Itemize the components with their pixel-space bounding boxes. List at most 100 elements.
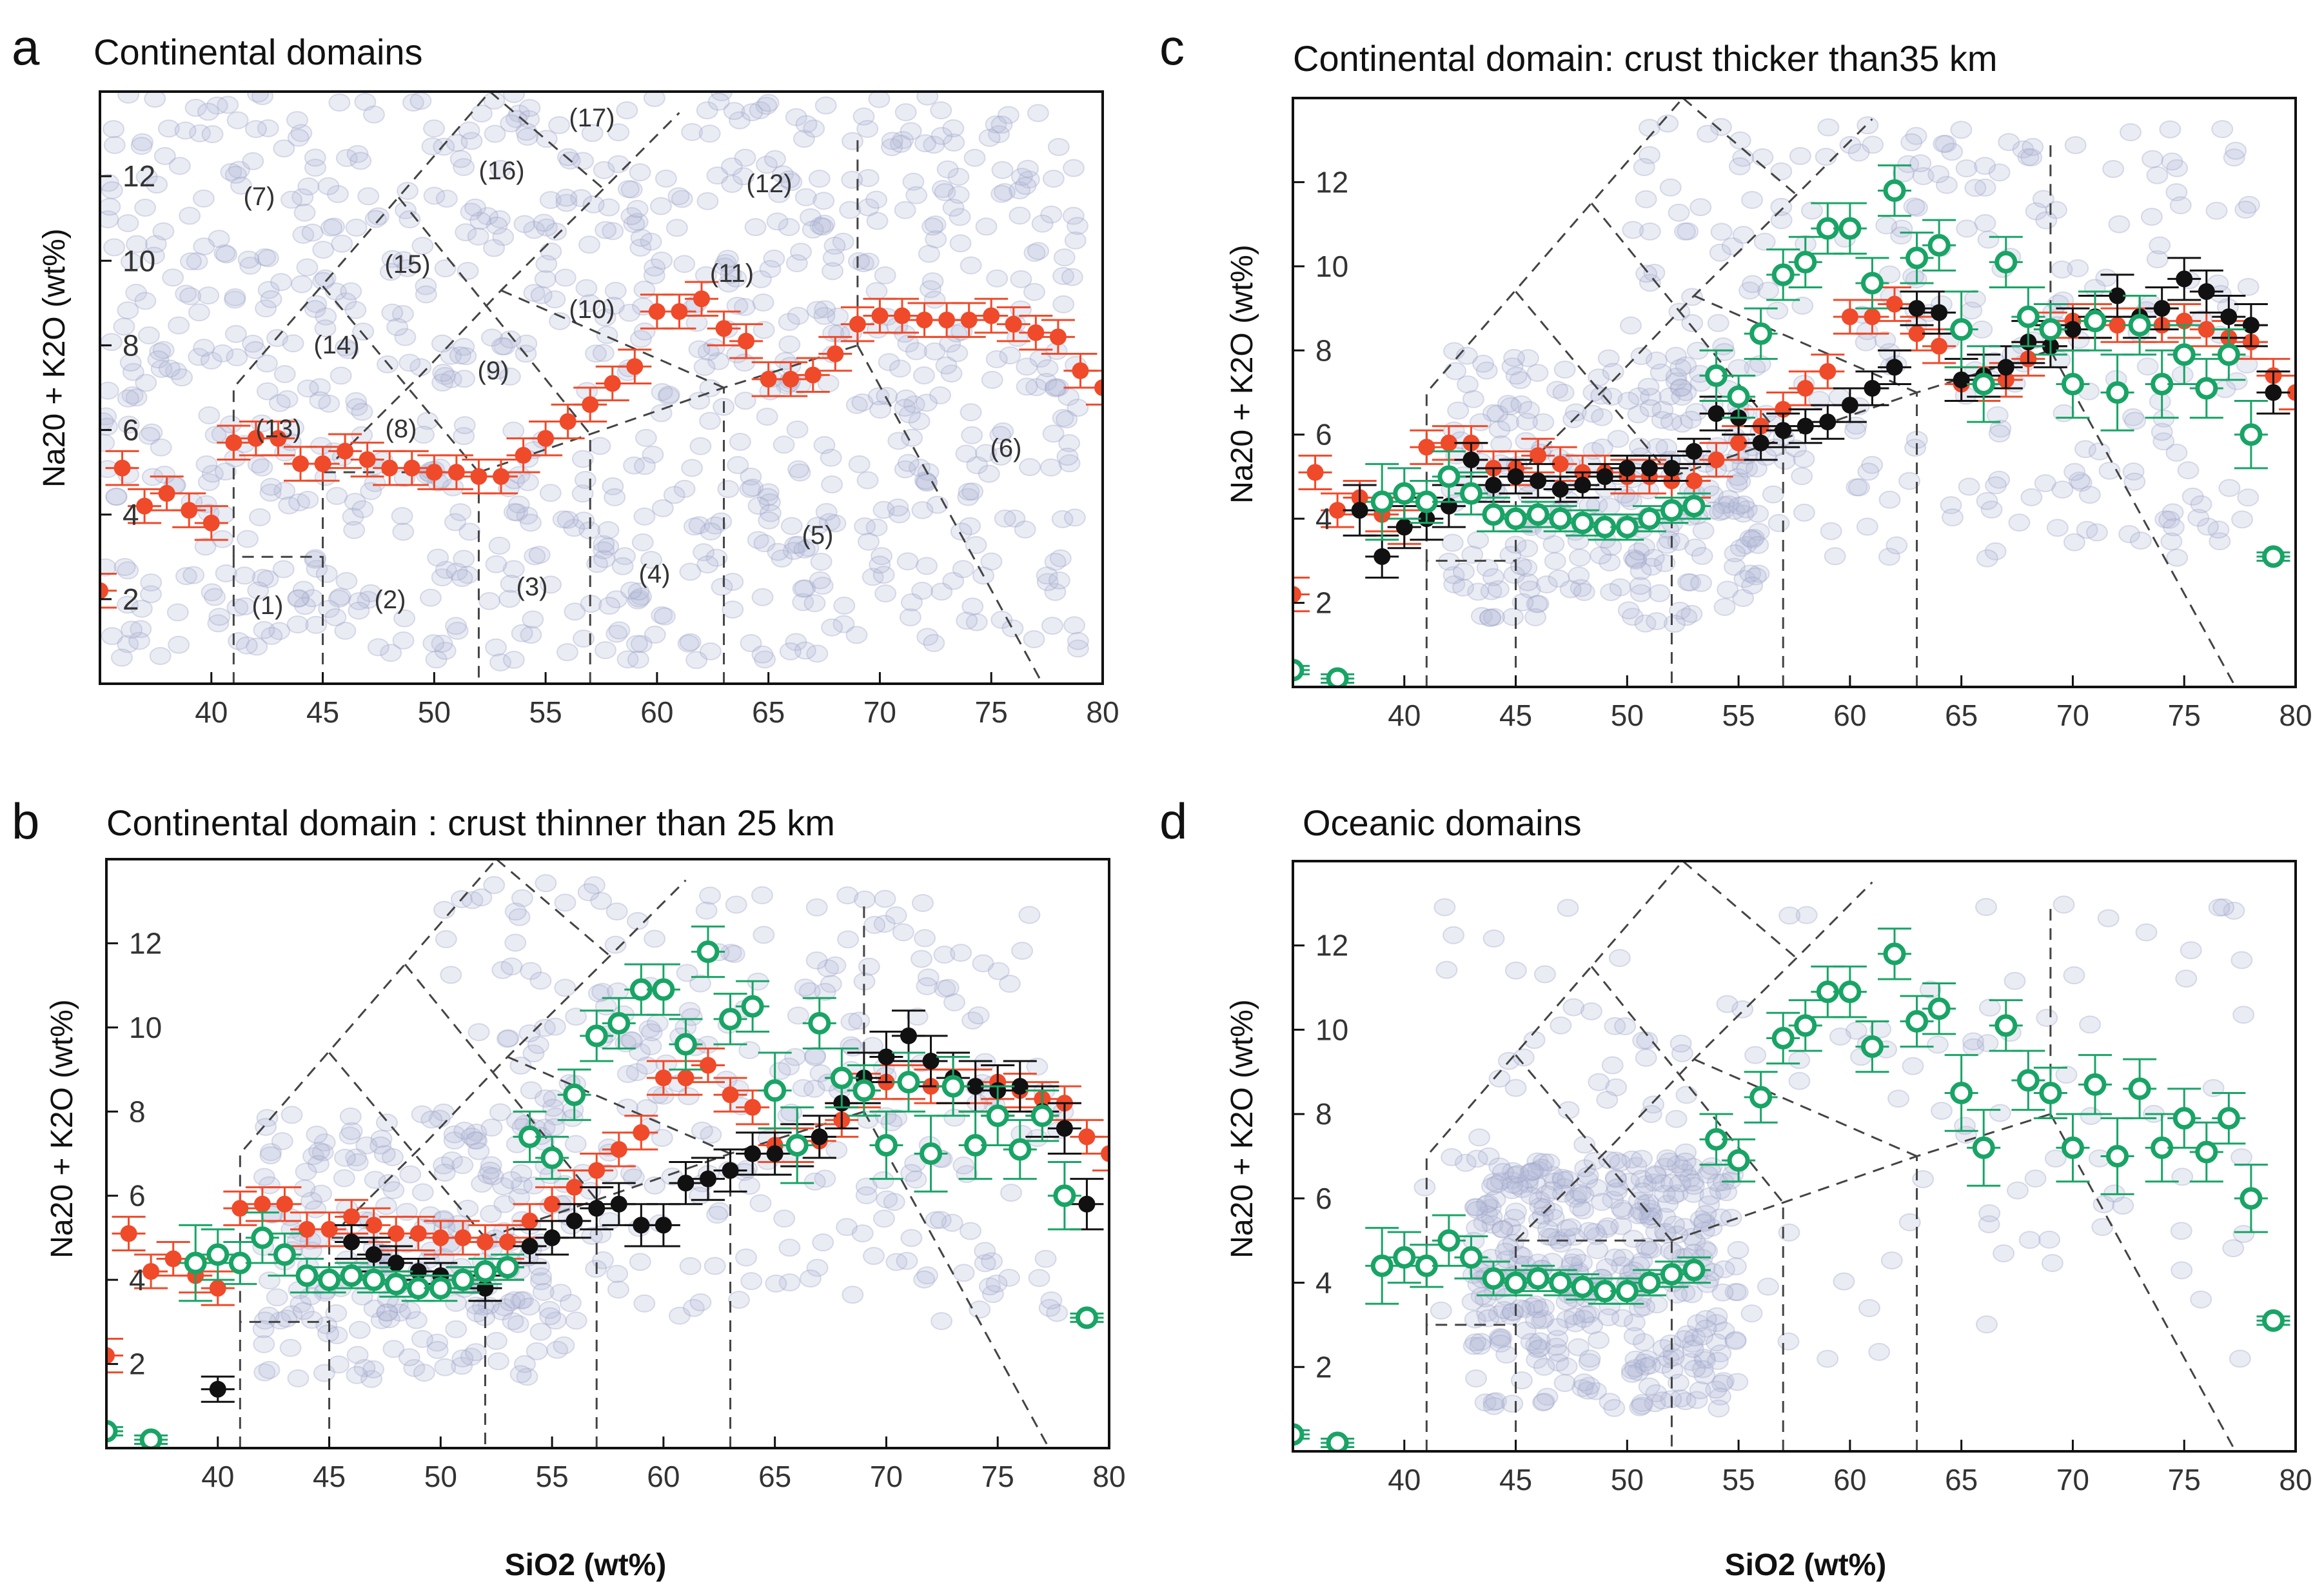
cloud-point xyxy=(640,1023,663,1042)
cloud-point xyxy=(1573,582,1595,601)
cloud-point xyxy=(1484,1392,1507,1411)
cloud-point xyxy=(1555,1293,1578,1311)
cloud-point xyxy=(179,287,202,306)
cloud-point xyxy=(1964,179,1987,197)
cloud-point xyxy=(2024,1169,2047,1188)
cloud-point xyxy=(1491,1220,1513,1238)
cloud-point xyxy=(451,1356,473,1375)
cloud-point xyxy=(1490,1334,1512,1353)
cloud-point xyxy=(201,464,224,483)
cloud-point xyxy=(772,165,794,184)
cloud-point xyxy=(1545,1337,1568,1356)
cloud-point xyxy=(443,1131,466,1150)
data-point xyxy=(2061,372,2084,395)
data-point xyxy=(897,1071,920,1094)
cloud-point xyxy=(759,259,782,278)
cloud-point xyxy=(1651,1391,1674,1410)
cloud-point xyxy=(1040,1291,1063,1309)
cloud-point xyxy=(273,365,296,384)
cloud-point xyxy=(629,238,652,257)
cloud-point xyxy=(906,1008,929,1026)
cloud-point xyxy=(1673,1218,1696,1237)
cloud-point xyxy=(457,262,479,281)
cloud-point xyxy=(2038,1230,2061,1249)
cloud-point xyxy=(432,1209,455,1228)
cloud-point xyxy=(2120,123,2142,142)
cloud-point xyxy=(553,1336,575,1355)
cloud-point xyxy=(189,124,212,143)
data-point xyxy=(1571,512,1594,535)
cloud-point xyxy=(396,259,419,277)
x-tick-label: 70 xyxy=(2056,1463,2089,1496)
cloud-point xyxy=(627,582,650,601)
cloud-point xyxy=(1718,490,1740,508)
cloud-point xyxy=(1610,1256,1633,1275)
cloud-point xyxy=(1740,1304,1763,1323)
cloud-point xyxy=(921,217,944,236)
cloud-point xyxy=(304,549,327,568)
cloud-point xyxy=(1623,549,1646,568)
cloud-point xyxy=(1732,589,1755,608)
data-point xyxy=(1551,455,1569,473)
cloud-point xyxy=(707,352,730,370)
data-point xyxy=(1638,507,1661,530)
cloud-point xyxy=(1639,273,1661,292)
cloud-point xyxy=(1728,157,1751,175)
cloud-point xyxy=(1019,458,1041,477)
cloud-point xyxy=(1731,457,1754,475)
data-point xyxy=(273,1243,296,1266)
cloud-point xyxy=(517,473,539,492)
data-point xyxy=(295,1264,319,1287)
cloud-point xyxy=(539,1307,562,1326)
panel-letter: b xyxy=(12,793,39,850)
cloud-point xyxy=(2080,1107,2102,1126)
cloud-point xyxy=(258,1271,281,1290)
cloud-point xyxy=(522,1044,545,1063)
cloud-point xyxy=(620,1164,642,1182)
cloud-point xyxy=(217,95,239,114)
cloud-point xyxy=(1581,404,1604,423)
data-point xyxy=(785,1133,809,1157)
data-point xyxy=(1459,1246,1482,1269)
cloud-point xyxy=(771,549,793,568)
cloud-point xyxy=(444,513,466,532)
cloud-point xyxy=(253,1168,275,1186)
data-point xyxy=(136,497,153,515)
cloud-point xyxy=(735,1248,758,1267)
plot-frame xyxy=(1292,860,2297,1453)
cloud-point xyxy=(497,1029,520,1048)
cloud-point xyxy=(1975,1315,1998,1334)
cloud-point xyxy=(1554,1228,1577,1247)
cloud-point xyxy=(1778,1223,1800,1242)
cloud-point xyxy=(606,1264,629,1283)
cloud-point xyxy=(1515,412,1538,431)
x-tick-label: 65 xyxy=(758,1460,791,1493)
cloud-point xyxy=(504,1291,526,1309)
cloud-point xyxy=(792,1078,814,1097)
cloud-point xyxy=(483,239,506,257)
y-tick-label: 10 xyxy=(123,244,155,277)
cloud-point xyxy=(682,1298,705,1317)
cloud-point xyxy=(571,484,594,503)
cloud-point xyxy=(630,228,653,247)
cloud-point xyxy=(981,370,1003,389)
y-tick-label: 4 xyxy=(129,1263,146,1297)
cloud-point xyxy=(1564,403,1587,422)
cloud-point xyxy=(1591,408,1613,426)
cloud-point xyxy=(345,392,368,410)
cloud-point xyxy=(1657,114,1679,133)
cloud-point xyxy=(815,502,838,521)
cloud-point xyxy=(313,1133,336,1152)
x-tick-label: 50 xyxy=(1611,1463,1644,1496)
cloud-point xyxy=(508,1188,531,1207)
cloud-point xyxy=(861,1037,883,1055)
cloud-point xyxy=(897,453,920,472)
cloud-point xyxy=(958,482,980,501)
cloud-point xyxy=(1839,135,1862,154)
cloud-point xyxy=(538,1300,561,1319)
cloud-point xyxy=(1490,1172,1512,1191)
cloud-point xyxy=(651,383,673,401)
cloud-point xyxy=(2162,503,2184,522)
cloud-point xyxy=(602,477,624,495)
